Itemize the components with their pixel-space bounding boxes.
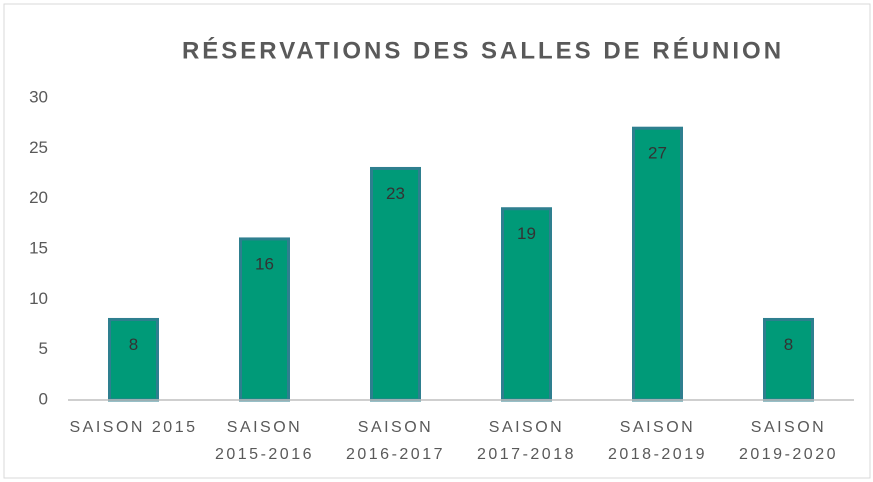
y-tick-label: 0 <box>39 389 48 408</box>
y-tick-label: 20 <box>29 188 48 207</box>
x-tick-label: SAISON 2018-2019 <box>607 419 707 463</box>
bar <box>108 317 159 402</box>
y-tick-label: 10 <box>29 289 48 308</box>
data-label: 27 <box>648 144 667 163</box>
y-tick-label: 5 <box>39 339 48 358</box>
chart-title: RÉSERVATIONS DES SALLES DE RÉUNION <box>182 36 784 64</box>
bar <box>632 126 683 402</box>
x-tick-label: SAISON 2016-2017 <box>345 419 445 463</box>
data-label: 8 <box>784 335 793 354</box>
x-tick-label: SAISON 2015-2016 <box>214 419 314 463</box>
y-tick-label: 25 <box>29 138 48 157</box>
y-tick-label: 30 <box>29 87 48 106</box>
bar <box>763 317 814 402</box>
x-tick-label: SAISON 2019-2020 <box>738 419 838 463</box>
data-label: 8 <box>129 335 138 354</box>
data-label: 16 <box>255 254 274 273</box>
x-tick-label: SAISON 2017-2018 <box>476 419 576 463</box>
data-label: 23 <box>386 184 405 203</box>
x-tick-label: SAISON 2015 <box>69 419 198 436</box>
data-label: 19 <box>517 224 536 243</box>
bar <box>370 166 421 402</box>
chart-border <box>3 3 871 479</box>
y-tick-label: 15 <box>29 238 48 257</box>
